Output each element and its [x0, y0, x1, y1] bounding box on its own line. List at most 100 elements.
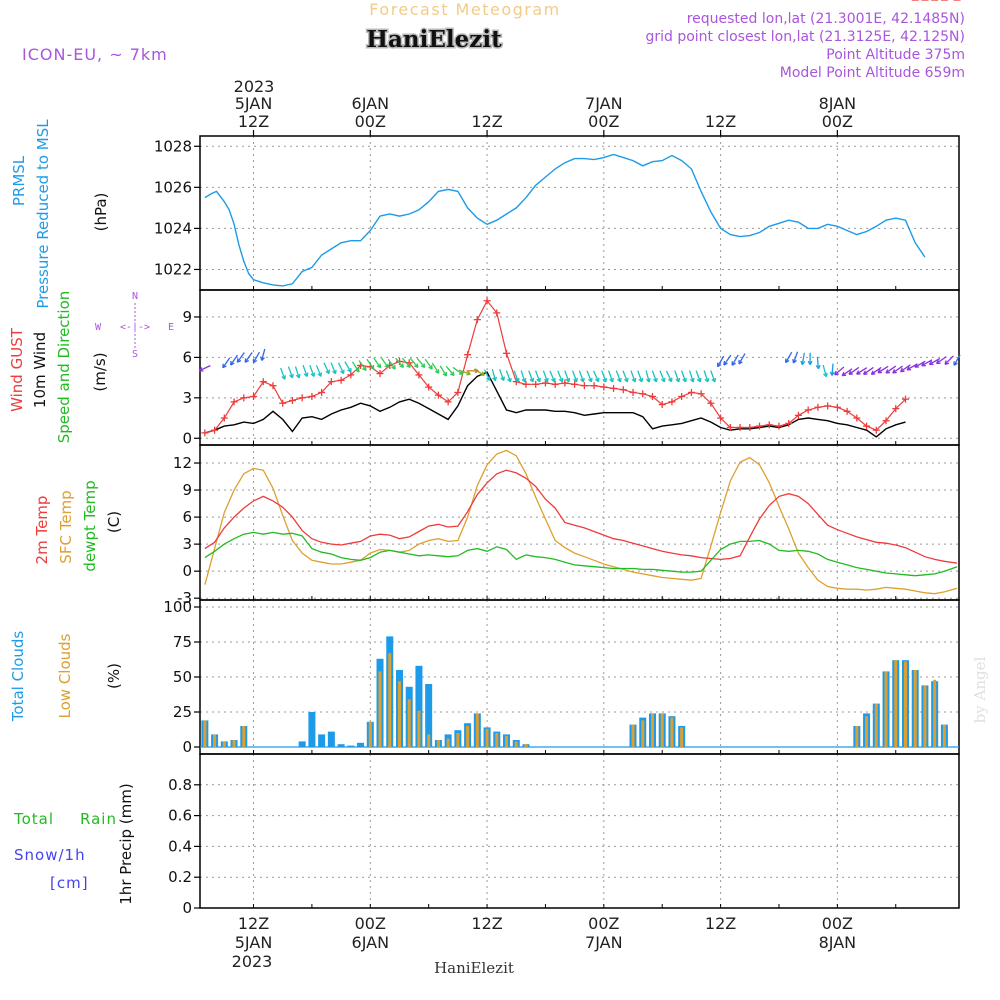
- wind-arrow-head: [261, 357, 265, 361]
- low-cloud-bar: [388, 653, 392, 747]
- wind-direction-arrow: [287, 366, 294, 379]
- wind-arrow-head: [655, 377, 658, 382]
- pressure-line: [204, 153, 926, 287]
- wind-direction-arrow: [822, 364, 827, 377]
- wind-arrow-head: [532, 377, 535, 382]
- low-cloud-bar: [446, 738, 450, 747]
- compass-w: W: [95, 322, 102, 333]
- wind-arrow-head: [582, 377, 585, 382]
- wind-direction-arrow: [280, 367, 286, 380]
- low-cloud-bar: [874, 703, 878, 747]
- precip-total-label: Total: [13, 810, 54, 828]
- wind-direction-arrow: [688, 370, 694, 383]
- low-cloud-bar: [466, 726, 470, 747]
- wind-arrow-head: [291, 373, 294, 378]
- low-cloud-bar: [475, 713, 479, 747]
- wind-direction-arrow: [513, 370, 519, 383]
- wind-direction-arrow: [630, 370, 636, 383]
- wind-direction-arrow: [323, 362, 330, 374]
- cloud-ytick-label: 0: [182, 738, 192, 756]
- wind-direction-arrow: [534, 370, 541, 383]
- low-cloud-bar: [456, 733, 460, 747]
- pressure-ytick-label: 1028: [154, 137, 192, 155]
- wind-direction-arrow: [373, 357, 382, 369]
- wind-arrow-head: [509, 377, 512, 382]
- wind-arrow-head: [230, 362, 235, 366]
- wind-direction-arrow: [557, 370, 563, 383]
- wind-direction-arrow: [315, 365, 322, 377]
- wind-direction-arrow: [936, 356, 947, 365]
- wind-labels: Wind GUST 10m Wind Speed and Direction (…: [8, 291, 174, 444]
- wind-direction-arrow: [871, 366, 882, 375]
- top-axis-day-label: 6JAN: [352, 94, 390, 113]
- pressure-msl-label: Pressure Reduced to MSL: [34, 119, 52, 309]
- precip-ytick-label: 0: [182, 899, 192, 917]
- wind-arrow-head: [481, 371, 486, 376]
- wind-arrow-head: [801, 361, 806, 366]
- wind-arrow-head: [253, 359, 258, 364]
- wind-direction-arrow: [856, 367, 868, 375]
- wind-direction-arrow: [358, 360, 367, 371]
- wind-arrow-head: [793, 359, 797, 364]
- wind-direction-arrow: [695, 370, 701, 383]
- wind-arrow-head: [539, 377, 541, 382]
- wind-arrow-head: [831, 371, 835, 376]
- total-cloud-bar: [327, 731, 335, 747]
- wind-ytick-label: 3: [182, 389, 192, 407]
- wind-direction-arrow: [801, 352, 805, 365]
- wind-arrow-head: [408, 363, 411, 368]
- wind-arrow-head: [401, 363, 404, 368]
- model-point-altitude: Model Point Altitude 659m: [780, 65, 965, 81]
- low-cloud-bar: [942, 724, 946, 747]
- wind-arrow-head: [692, 377, 695, 383]
- bottom-axis-hour-label: 00Z: [588, 914, 619, 933]
- wind-direction-arrow: [395, 357, 404, 368]
- total-cloud-bar: [425, 684, 433, 747]
- wind-10m-label: 10m Wind: [31, 332, 49, 408]
- wind-arrow-head: [576, 377, 578, 382]
- top-axis-day-label: 8JAN: [819, 94, 857, 113]
- wind-arrow-head: [568, 377, 571, 382]
- wind-arrow-head: [619, 377, 622, 382]
- wind-direction-arrow: [520, 370, 526, 383]
- low-cloud-bar: [933, 679, 937, 747]
- wind-direction-arrow: [848, 366, 860, 375]
- low-cloud-bar: [631, 724, 635, 747]
- wind-direction-arrow: [309, 365, 315, 377]
- wind-direction-arrow: [445, 365, 455, 376]
- temp-ytick-label: -3: [177, 589, 192, 607]
- low-cloud-bar: [407, 699, 411, 747]
- wind-direction-arrow: [337, 362, 345, 374]
- low-cloud-bar: [378, 671, 382, 747]
- low-cloud-bar: [213, 734, 217, 747]
- wind-arrow-head: [738, 361, 743, 365]
- low-cloud-bar: [884, 671, 888, 747]
- point-altitude: Point Altitude 375m: [826, 47, 965, 63]
- temp-frame: [199, 444, 960, 601]
- wind-direction-arrow: [302, 365, 308, 377]
- wind-direction-arrow: [452, 366, 464, 375]
- wind-arrow-head: [467, 370, 471, 375]
- dewpt-line: [204, 531, 958, 577]
- wind-arrow-head: [605, 377, 608, 382]
- pressure-unit-label: (hPa): [92, 193, 110, 232]
- total-cloud-bar: [308, 712, 316, 747]
- wind-direction-arrow: [921, 359, 933, 367]
- wind-direction-arrow: [944, 355, 954, 365]
- wind-direction-arrow: [892, 365, 903, 374]
- precip-snow-label: Snow/1h: [14, 846, 86, 864]
- precip-ytick-label: 0.6: [168, 807, 192, 825]
- wind-direction-arrow: [498, 369, 505, 381]
- wind-arrow-head: [524, 377, 527, 383]
- top-axis-hour-label: 12Z: [238, 112, 269, 131]
- wind-arrow-head: [452, 371, 455, 376]
- wind-arrow-head: [612, 377, 614, 382]
- total-cloud-bar: [415, 665, 423, 747]
- bottom-axis-hour-label: 00Z: [355, 914, 386, 933]
- low-cloud-bar: [865, 716, 869, 747]
- top-axis-day-label: 5JAN: [235, 94, 273, 113]
- precip-frame: [199, 753, 960, 909]
